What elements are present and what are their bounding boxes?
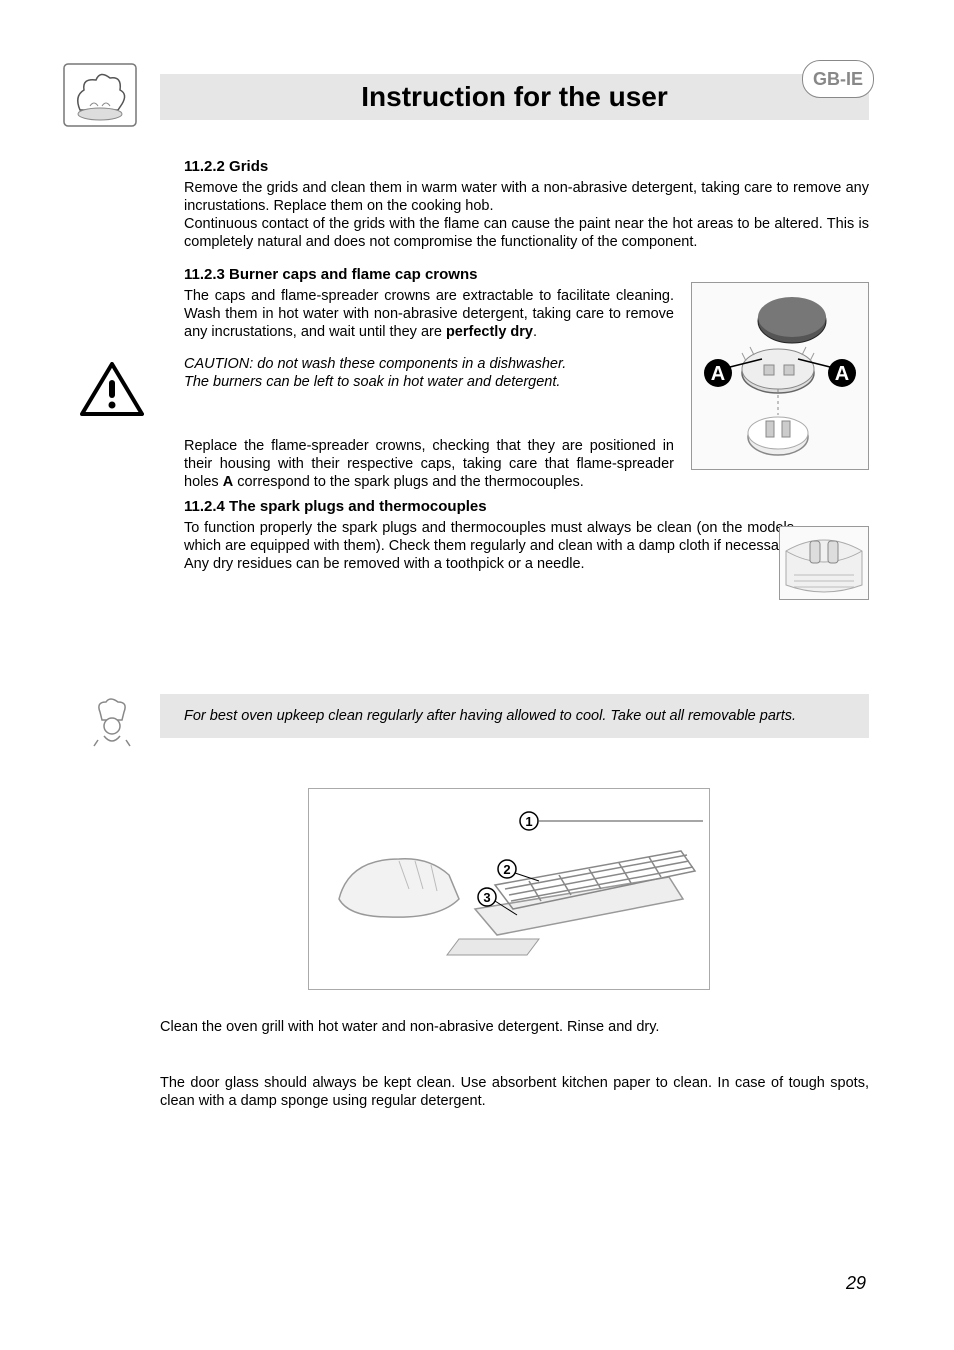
spark-p1: To function properly the spark plugs and…: [184, 519, 794, 573]
burner-p1-bold: perfectly dry: [446, 324, 533, 340]
oven-grill-p: Clean the oven grill with hot water and …: [160, 1018, 869, 1036]
grids-p2: Continuous contact of the grids with the…: [184, 215, 869, 251]
page-number: 29: [846, 1273, 866, 1294]
svg-text:3: 3: [483, 890, 490, 905]
burner-p2-bold: A: [223, 474, 233, 490]
caution-l1: CAUTION: do not wash these components in…: [184, 355, 674, 373]
svg-text:2: 2: [503, 862, 510, 877]
svg-text:1: 1: [525, 814, 532, 829]
oven-parts-diagram: 1 2 3: [308, 788, 710, 990]
region-badge: GB-IE: [802, 60, 874, 98]
caution-l2: The burners can be left to soak in hot w…: [184, 373, 674, 391]
chef-hat-icon: [60, 60, 140, 130]
page-title: Instruction for the user: [361, 81, 667, 113]
burner-p1-a: The caps and flame-spreader crowns are e…: [184, 288, 674, 340]
burner-p2-b: correspond to the spark plugs and the th…: [233, 474, 584, 490]
thermocouple-diagram: [779, 526, 869, 600]
grids-p1: Remove the grids and clean them in warm …: [184, 179, 869, 215]
heading-burner-caps: 11.2.3 Burner caps and flame cap crowns: [184, 266, 869, 283]
chef-tip-icon: [88, 696, 136, 748]
door-glass-p: The door glass should always be kept cle…: [160, 1074, 869, 1110]
lower-content: Clean the oven grill with hot water and …: [160, 1018, 869, 1110]
burner-diagram: A A: [691, 282, 869, 470]
svg-text:A: A: [711, 363, 725, 385]
burner-p1: The caps and flame-spreader crowns are e…: [184, 287, 674, 341]
tip-text: For best oven upkeep clean regularly aft…: [184, 708, 796, 724]
heading-grids: 11.2.2 Grids: [184, 158, 869, 175]
warning-triangle-icon: [80, 362, 144, 418]
tip-band: For best oven upkeep clean regularly aft…: [160, 694, 869, 738]
page: Instruction for the user GB-IE 11.2.2 Gr…: [0, 0, 954, 1350]
burner-p1-b: .: [533, 324, 537, 340]
header-band: Instruction for the user: [160, 74, 869, 120]
heading-spark-plugs: 11.2.4 The spark plugs and thermocouples: [184, 498, 869, 515]
region-badge-label: GB-IE: [813, 69, 863, 90]
svg-text:A: A: [835, 363, 849, 385]
burner-p2: Replace the flame-spreader crowns, check…: [184, 437, 674, 491]
